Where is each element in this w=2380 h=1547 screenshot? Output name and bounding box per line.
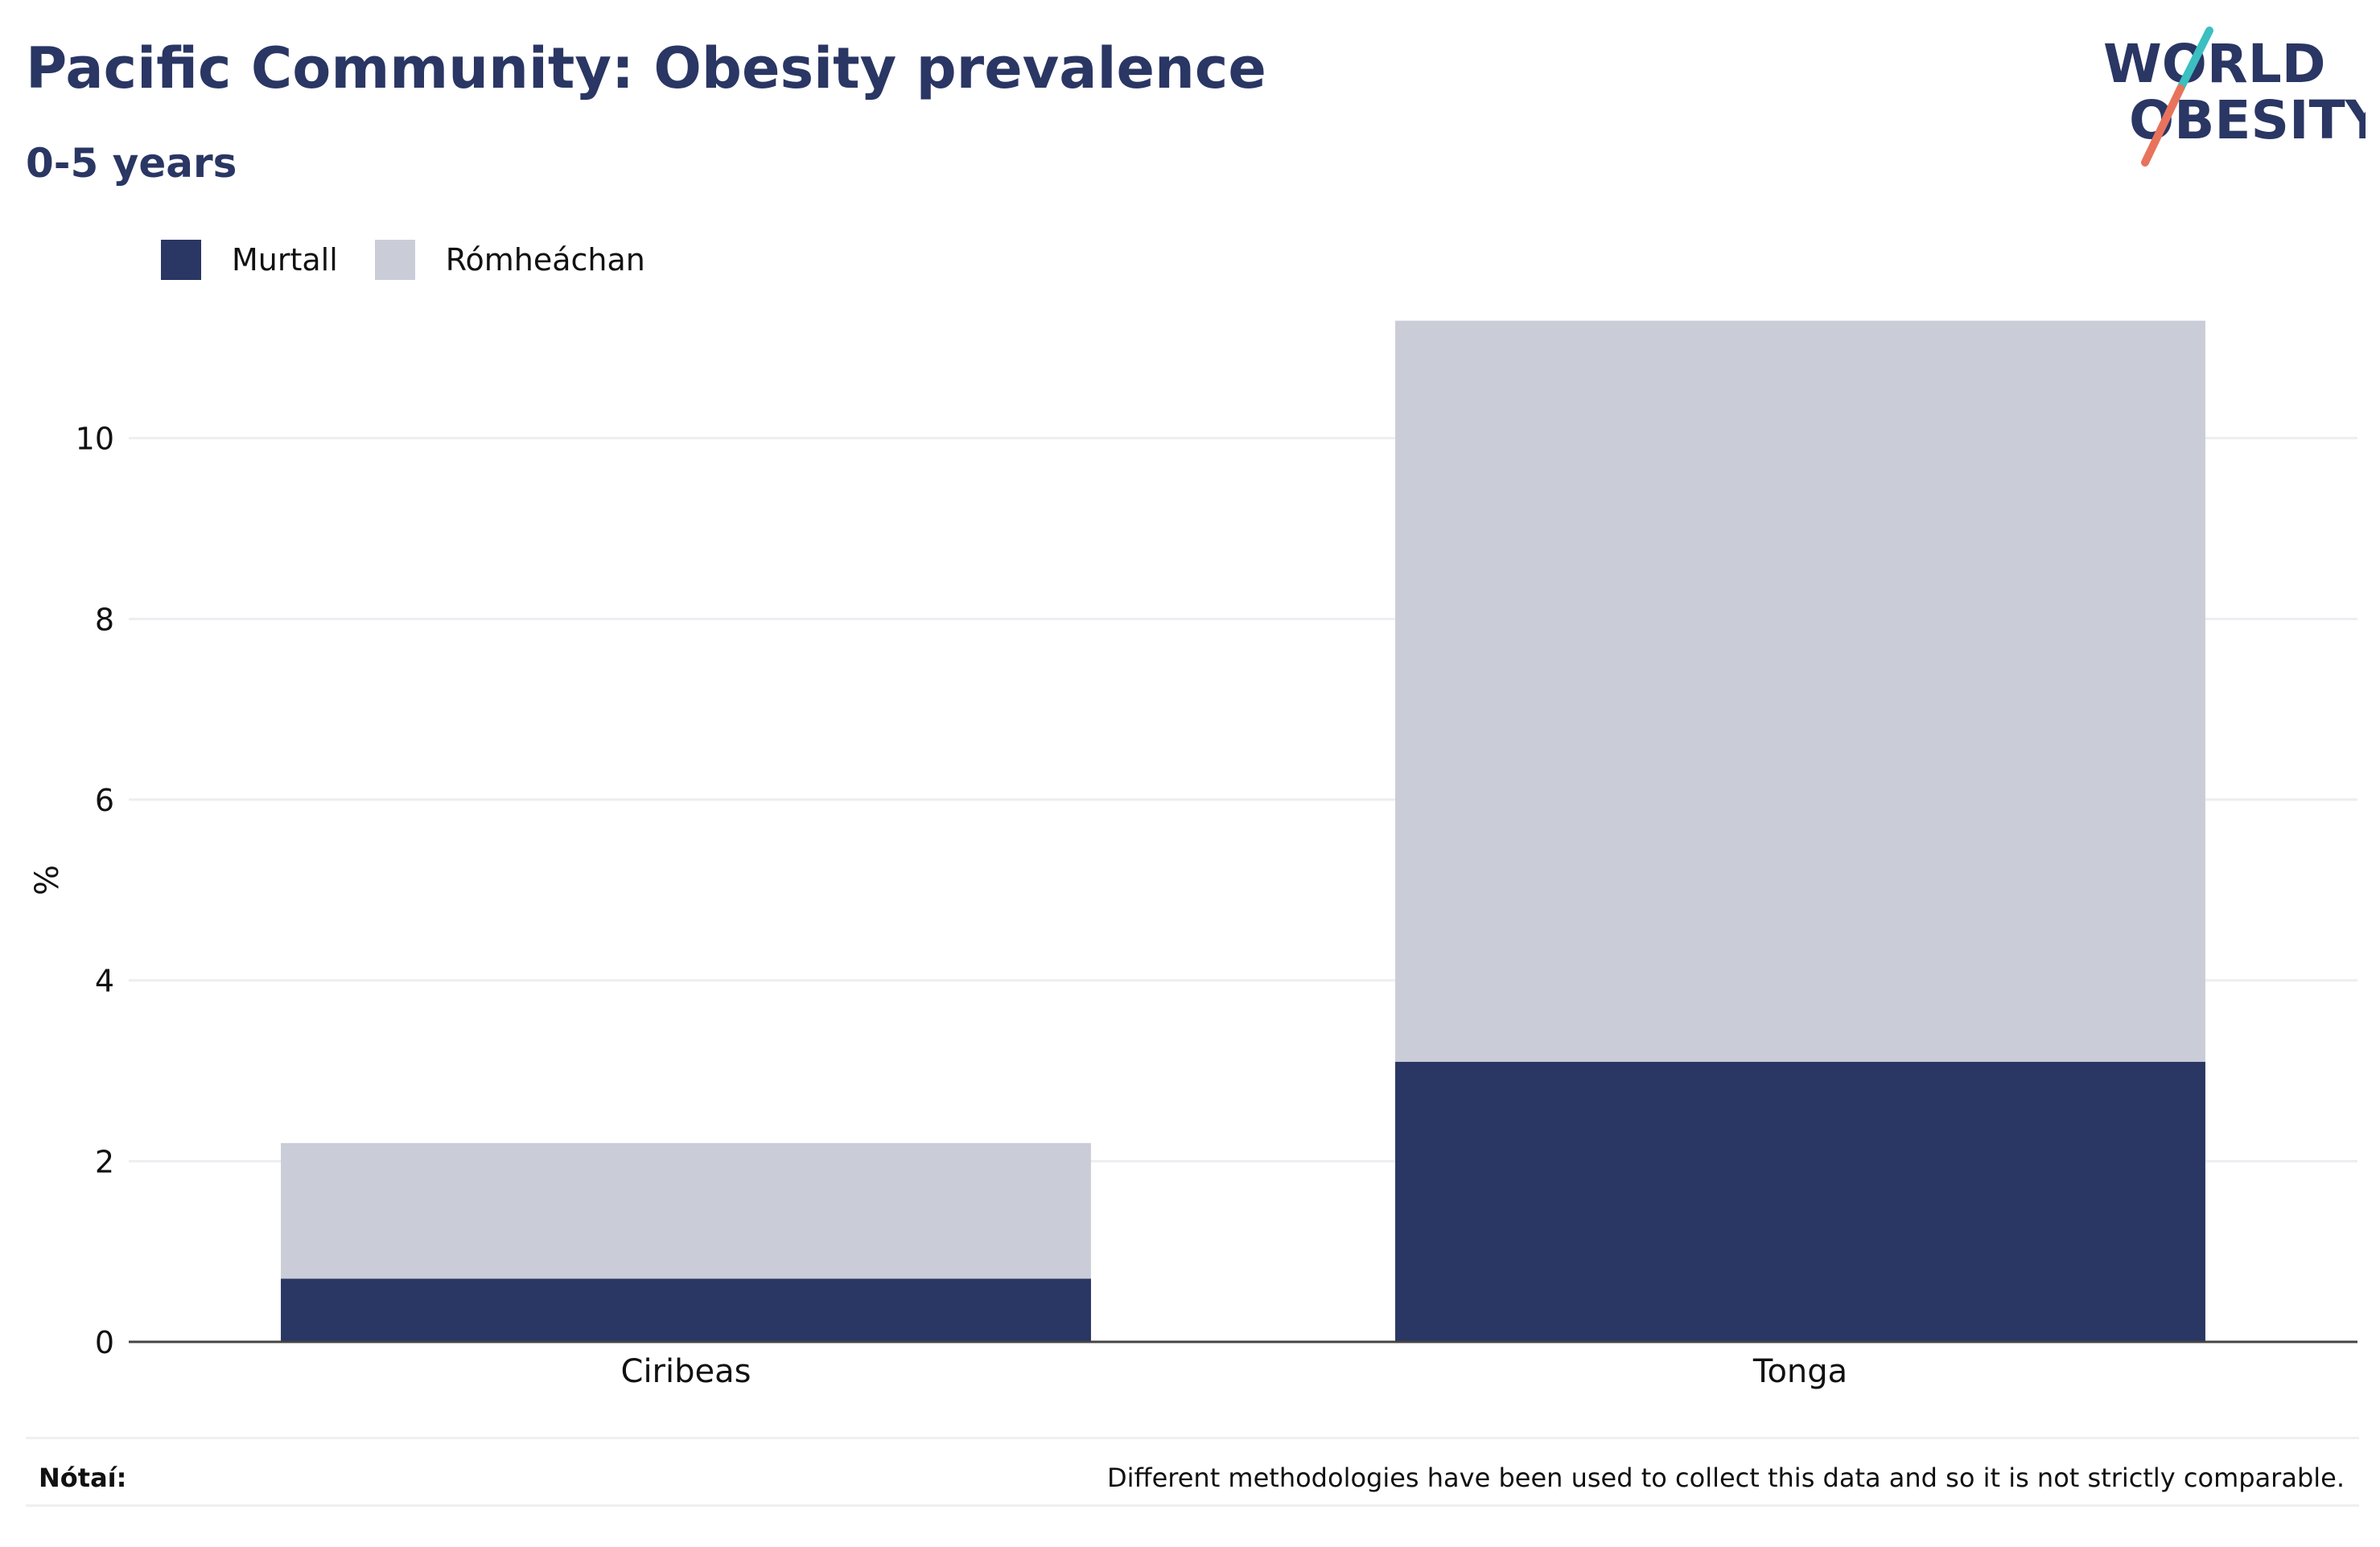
y-tick-label-10: 10 [76,422,114,457]
footer-divider-bottom [26,1504,2359,1507]
chart-title: Pacific Community: Obesity prevalence [26,35,1266,101]
legend-item-romheachan[interactable]: Rómheáchan [374,240,645,280]
y-tick-label-0: 0 [95,1325,114,1360]
bar-tonga-romheachan[interactable] [1395,320,2205,1062]
logo-line-1: WORLD [2103,33,2326,95]
note-label: Nótaí: [39,1463,127,1493]
legend-item-murtall[interactable]: Murtall [161,240,338,280]
bar-ciribeas-romheachan[interactable] [281,1142,1091,1279]
legend-swatch-murtall [161,240,201,280]
footer-divider-top [26,1437,2359,1439]
chart-legend: Murtall Rómheáchan [161,240,682,280]
bar-ciribeas-murtall[interactable] [281,1278,1091,1342]
chart-subtitle: 0-5 years [26,140,237,187]
y-tick-label-8: 8 [95,602,114,637]
logo-slash-top [2176,27,2213,93]
legend-swatch-romheachan [374,240,415,280]
x-tick-label-tonga: Tonga [1752,1353,1847,1390]
y-axis-label: % [29,865,66,895]
y-tick-label-4: 4 [95,964,114,999]
bar-tonga-murtall[interactable] [1395,1061,2205,1342]
y-tick-label-6: 6 [95,783,114,818]
logo-slash-bottom [2141,84,2184,167]
legend-label-romheachan: Rómheáchan [445,242,645,278]
y-tick-label-2: 2 [95,1144,114,1179]
x-tick-label-ciribeas: Ciribeas [621,1353,751,1390]
legend-label-murtall: Murtall [232,242,338,278]
world-obesity-logo: WORLD OBESITY [2103,27,2366,167]
note-text: Different methodologies have been used t… [1107,1463,2345,1493]
